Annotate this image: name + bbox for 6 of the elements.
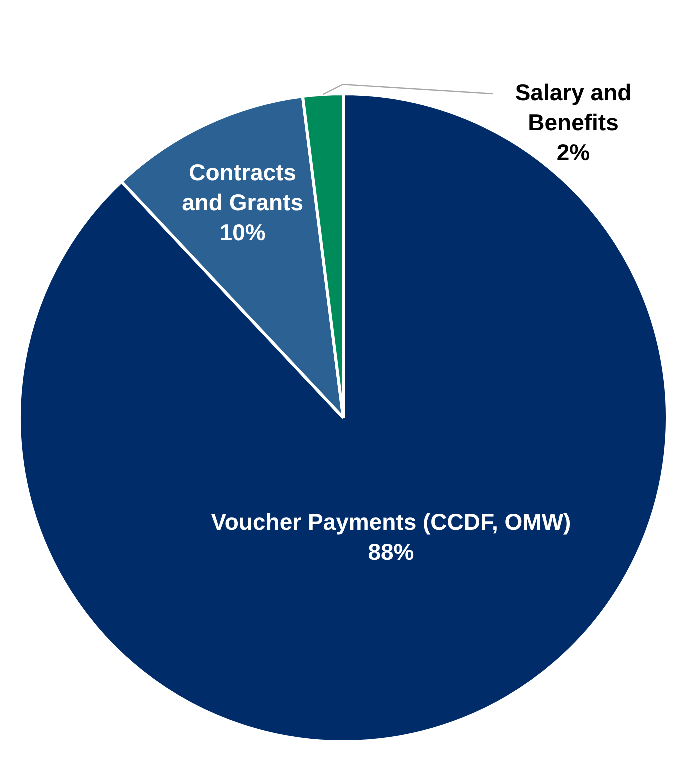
slice-label: Contracts and Grants [182, 159, 304, 216]
data-label: 10% [220, 219, 266, 246]
slice-label: Voucher Payments (CCDF, OMW) [211, 508, 572, 535]
data-label: 2% [556, 139, 590, 166]
data-label: 88% [368, 538, 414, 565]
slice-label: Salary and Benefits [515, 79, 632, 136]
